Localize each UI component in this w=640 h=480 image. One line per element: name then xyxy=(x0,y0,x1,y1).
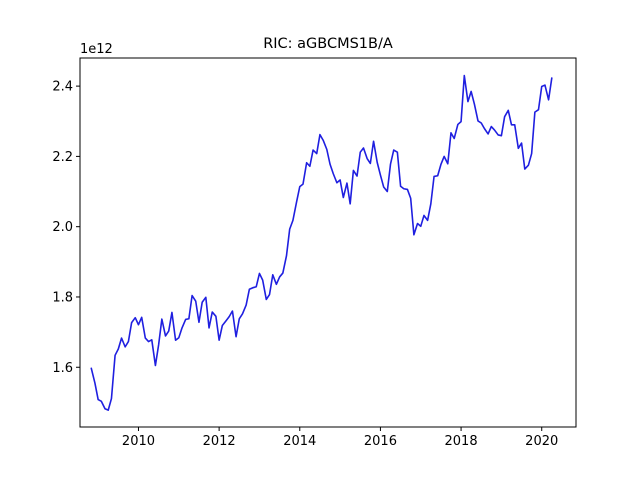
y-axis: 1.6 1.8 2.0 2.2 2.4 xyxy=(52,80,80,376)
y-tick-label: 2.0 xyxy=(52,220,73,235)
x-tick-label: 2010 xyxy=(122,434,155,449)
y-offset-label: 1e12 xyxy=(80,42,113,57)
x-tick-label: 2018 xyxy=(445,434,478,449)
x-axis: 2010 2012 2014 2016 2018 2020 xyxy=(122,427,558,449)
plot-area xyxy=(90,74,553,411)
x-tick-label: 2014 xyxy=(283,434,316,449)
axes-frame xyxy=(79,57,577,428)
chart-title: RIC: aGBCMS1B/A xyxy=(263,36,393,52)
series-line-0 xyxy=(90,74,553,411)
x-tick-label: 2016 xyxy=(364,434,397,449)
x-tick-label: 2020 xyxy=(525,434,558,449)
y-tick-label: 2.4 xyxy=(52,80,73,95)
y-tick-label: 1.6 xyxy=(52,361,73,376)
y-tick-label: 1.8 xyxy=(52,290,73,305)
y-tick-label: 2.2 xyxy=(52,150,73,165)
x-tick-label: 2012 xyxy=(203,434,236,449)
